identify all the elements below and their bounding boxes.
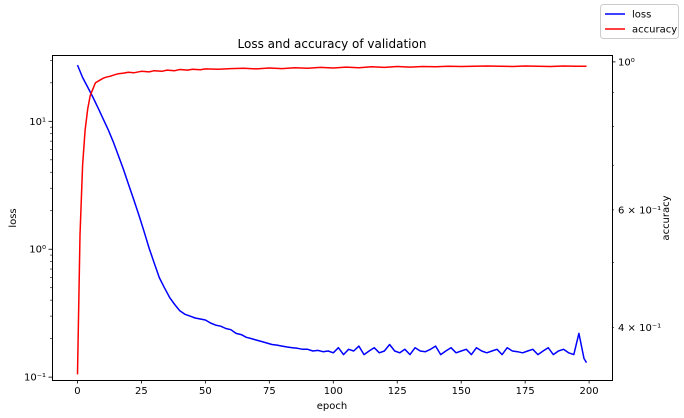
- y-axis-left: 10⁻¹ 10⁰ 10¹: [24, 59, 52, 384]
- y-right-minor-tick-label: 6 × 10⁻¹: [618, 205, 661, 216]
- y-axis-left-label: loss: [8, 208, 19, 227]
- x-tick-label: 0: [74, 386, 80, 397]
- x-tick-label: 150: [452, 386, 471, 397]
- legend-label-loss: loss: [632, 10, 651, 21]
- legend-frame: [600, 4, 679, 39]
- x-tick-label: 125: [388, 386, 407, 397]
- x-axis: 0 25 50 75 100 125 150 175 200: [74, 380, 599, 397]
- series-layer: [76, 64, 588, 375]
- x-tick-label: 200: [580, 386, 599, 397]
- x-tick-label: 25: [135, 386, 148, 397]
- y-left-tick-label: 10⁰: [29, 245, 46, 256]
- x-tick-label: 100: [324, 386, 343, 397]
- chart-title: Loss and accuracy of validation: [238, 37, 427, 51]
- legend: loss accuracy: [600, 4, 679, 39]
- plot-frame: [52, 55, 613, 381]
- y-right-tick-label: 10⁰: [618, 57, 635, 68]
- x-tick-label: 175: [516, 386, 535, 397]
- x-axis-label: epoch: [317, 401, 347, 412]
- x-tick-label: 75: [263, 386, 276, 397]
- y-right-minor-tick-label: 4 × 10⁻¹: [618, 323, 661, 334]
- y-axis-right: 10⁰ 4 × 10⁻¹ 6 × 10⁻¹: [612, 57, 661, 334]
- y-left-tick-label: 10⁻¹: [24, 373, 46, 384]
- legend-label-accuracy: accuracy: [632, 25, 677, 36]
- series-line-loss: [76, 64, 588, 363]
- series-line-accuracy: [76, 65, 587, 375]
- y-left-tick-label: 10¹: [29, 117, 46, 128]
- x-tick-label: 50: [199, 386, 212, 397]
- y-axis-right-label: accuracy: [661, 195, 672, 240]
